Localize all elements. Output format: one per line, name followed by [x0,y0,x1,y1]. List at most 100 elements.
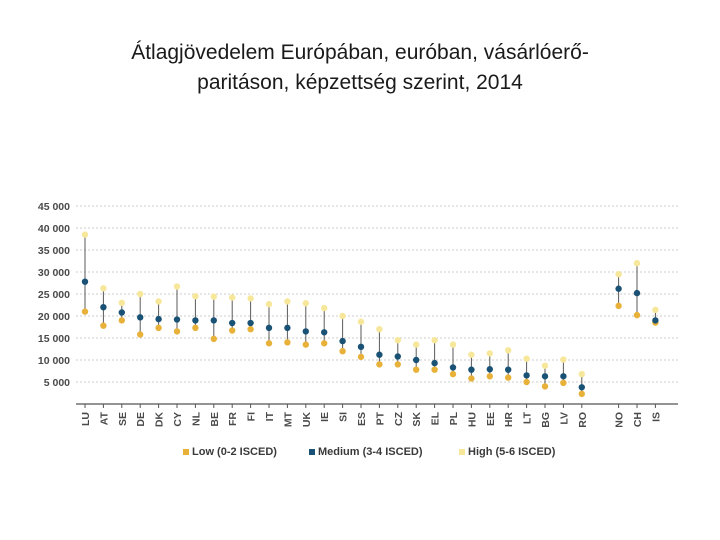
data-point [265,300,273,308]
data-point [431,359,438,367]
y-tick-label: 10 000 [38,355,70,367]
data-point [394,353,401,360]
data-point [468,366,475,373]
x-tick-label: BG [540,412,552,428]
data-point [541,383,549,390]
data-point [321,340,328,347]
data-point [339,348,346,355]
x-tick-label: ES [356,412,368,426]
x-tick-label: LT [522,411,534,424]
data-point [100,322,107,329]
data-point [468,351,475,358]
x-tick-label: LU [80,412,92,426]
y-axis-ticks: 45 000 40 000 35 000 30 000 25 000 20 000 15 0… [38,201,70,389]
x-tick-label: FI [246,412,258,421]
data-point [615,285,622,292]
chart-title-line-1: Átlagjövedelem Európában, euróban, vásár… [131,41,589,64]
data-point [155,324,162,332]
data-point [633,260,641,267]
data-point [321,329,328,336]
data-point [302,328,309,335]
data-point [118,309,126,316]
x-tick-label: SE [117,412,129,426]
data-point [449,370,457,378]
data-point [321,304,328,312]
x-tick-label: HU [466,412,478,427]
data-point [265,324,273,332]
data-point [137,314,144,321]
data-point [210,317,217,324]
data-point [394,337,401,344]
x-tick-label: DE [135,412,147,427]
x-tick-label: LV [558,412,570,425]
x-tick-label: IT [264,411,276,421]
x-tick-label: MT [282,411,294,427]
data-point [302,300,309,307]
data-point [449,364,457,371]
data-point [413,356,420,364]
y-tick-label: 20 000 [38,311,70,323]
data-points [81,231,659,398]
data-point [505,366,512,373]
data-point [376,351,383,358]
data-point [173,316,181,323]
data-point [413,341,420,348]
data-point [81,231,89,238]
y-tick-label: 40 000 [38,223,70,235]
x-tick-label: PT [374,411,386,425]
legend-label: Low (0-2 ISCED) [192,446,277,458]
data-point [210,293,217,300]
data-point [357,353,365,361]
x-tick-label: SK [411,412,423,427]
data-point [155,315,162,323]
data-point [633,289,641,297]
data-point [486,373,493,380]
data-point [81,308,89,315]
x-tick-label: EE [485,412,497,426]
data-point [81,278,89,285]
legend-swatch [183,449,189,455]
data-point [541,362,549,369]
legend: Low (0-2 ISCED) Medium (3-4 ISCED) High (5… [183,446,556,458]
x-tick-label: DK [154,412,166,428]
x-tick-label: IE [319,412,331,422]
x-tick-label: AT [98,411,110,425]
data-point [468,375,475,382]
x-tick-label: SI [338,412,350,422]
x-tick-label: RO [577,412,589,428]
chart-title: Átlagjövedelem Európában, euróban, vásár… [40,38,680,98]
data-point [247,295,254,302]
x-tick-label: FR [227,412,239,426]
data-point [431,337,438,344]
data-point [247,319,254,327]
data-point [137,331,144,338]
data-point [652,306,659,314]
data-point [578,384,585,391]
x-tick-label: BE [209,412,221,427]
x-tick-label: NO [614,412,626,428]
data-point [505,374,512,381]
data-point [229,319,236,327]
legend-swatch [459,449,465,455]
data-point [652,317,659,324]
data-point [192,324,199,332]
data-point [449,341,457,348]
data-point [486,350,493,357]
data-point [560,356,567,363]
x-tick-label: NL [190,411,202,426]
x-tick-label: EL [430,411,442,425]
x-axis-ticks: LU AT SE DE DK CY NL BE FR FI IT MT UK IE SI ES PT CZ SK EL… [80,404,662,428]
data-point [523,372,530,379]
data-point [155,298,162,305]
data-point [578,370,585,378]
data-point [486,366,493,373]
y-tick-label: 30 000 [38,267,70,279]
data-point [118,299,126,306]
x-tick-label: PL [448,411,460,425]
y-tick-label: 35 000 [38,245,70,257]
data-point [615,302,622,310]
x-tick-label: CZ [393,411,405,426]
data-point [284,324,291,332]
data-point [192,317,199,324]
data-point [376,326,383,333]
